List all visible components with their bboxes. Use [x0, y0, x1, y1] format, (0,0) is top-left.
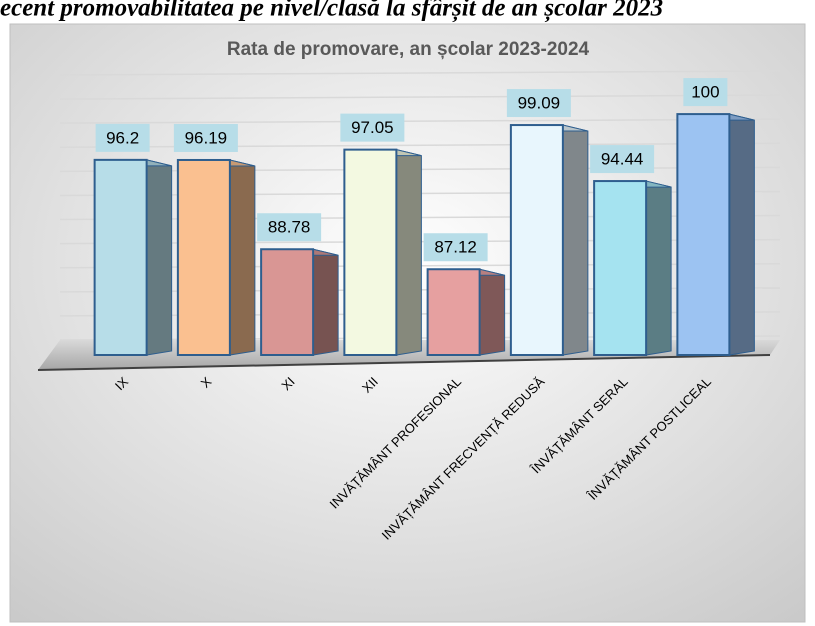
bar-side [645, 180, 672, 356]
value-label: 96.2 [106, 128, 139, 147]
bar-side [395, 148, 422, 356]
bar [593, 180, 648, 356]
bar [93, 158, 148, 356]
value-label-box [683, 78, 728, 107]
value-label: 88.78 [268, 218, 311, 237]
bar-side [146, 159, 173, 356]
x-axis [37, 354, 771, 371]
bar-side [229, 159, 256, 356]
value-label: 99.09 [518, 94, 561, 113]
grid-line [59, 70, 781, 76]
value-label-box [95, 123, 150, 152]
bar [676, 113, 731, 356]
grid-line [59, 94, 781, 100]
bar [176, 158, 231, 356]
value-label-box [506, 89, 571, 118]
value-label-box [590, 145, 655, 174]
value-label-box [340, 113, 405, 142]
bar-side [479, 268, 506, 356]
value-label: 87.12 [434, 238, 477, 257]
value-label-box [423, 233, 488, 262]
value-label-box [257, 213, 322, 242]
value-label: 100 [691, 83, 719, 102]
page-heading: ecent promovabilitatea pe nivel/clasă la… [0, 0, 663, 23]
value-label-box [173, 123, 238, 152]
grid-line [59, 118, 781, 124]
bar-side [312, 248, 339, 356]
bar [509, 124, 564, 356]
bar [426, 268, 481, 356]
value-label: 96.19 [185, 128, 228, 147]
value-label: 94.44 [601, 150, 644, 169]
chart-title: Rata de promovare, an școlar 2023-2024 [227, 39, 590, 60]
bar-side [728, 113, 755, 356]
bar [260, 248, 315, 356]
bar-side [562, 124, 589, 356]
bar [343, 148, 398, 356]
value-label: 97.05 [351, 118, 394, 137]
